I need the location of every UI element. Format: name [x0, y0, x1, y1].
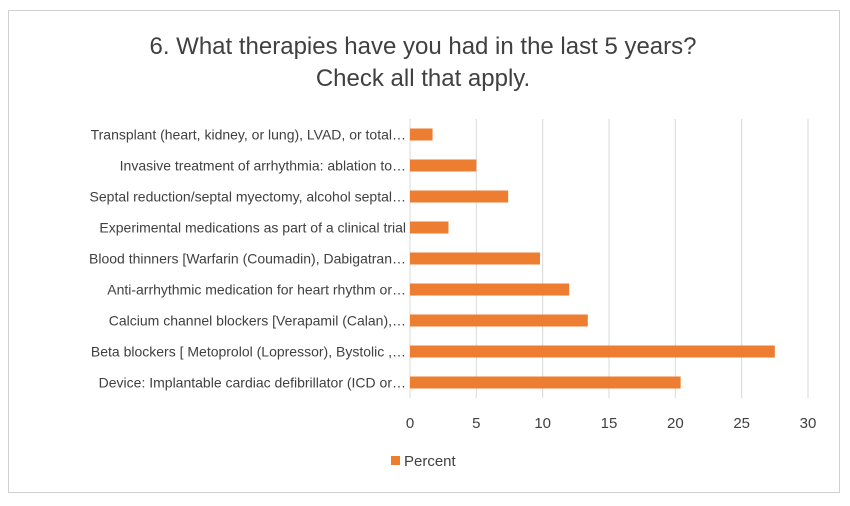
category-label: Invasive treatment of arrhythmia: ablati… [120, 158, 406, 174]
bar [410, 345, 775, 358]
category-label: Calcium channel blockers [Verapamil (Cal… [109, 313, 406, 329]
category-label: Beta blockers [ Metoprolol (Lopressor), … [91, 344, 406, 360]
bar [410, 128, 433, 141]
legend-swatch [391, 456, 400, 465]
chart-frame [8, 10, 840, 493]
category-label: Anti-arrhythmic medication for heart rhy… [107, 282, 406, 298]
bar [410, 376, 681, 389]
category-label: Transplant (heart, kidney, or lung), LVA… [91, 127, 406, 143]
category-label: Blood thinners [Warfarin (Coumadin), Dab… [89, 251, 406, 267]
x-tick-label: 20 [667, 415, 684, 432]
bar [410, 221, 449, 234]
bar [410, 190, 509, 203]
x-tick-label: 15 [601, 415, 618, 432]
bar [410, 314, 588, 327]
category-label: Device: Implantable cardiac defibrillato… [99, 375, 406, 391]
x-tick-label: 25 [733, 415, 750, 432]
x-tick-label: 10 [534, 415, 551, 432]
x-tick-label: 5 [472, 415, 480, 432]
x-tick-label: 0 [406, 415, 414, 432]
category-label: Septal reduction/septal myectomy, alcoho… [90, 189, 406, 205]
chart-title: 6. What therapies have you had in the la… [149, 33, 697, 60]
chart-subtitle: Check all that apply. [315, 65, 531, 92]
bar [410, 159, 477, 172]
legend-label: Percent [404, 453, 457, 470]
bar [410, 283, 570, 296]
bar [410, 252, 541, 265]
category-label: Experimental medications as part of a cl… [99, 220, 406, 236]
x-tick-label: 30 [800, 415, 817, 432]
